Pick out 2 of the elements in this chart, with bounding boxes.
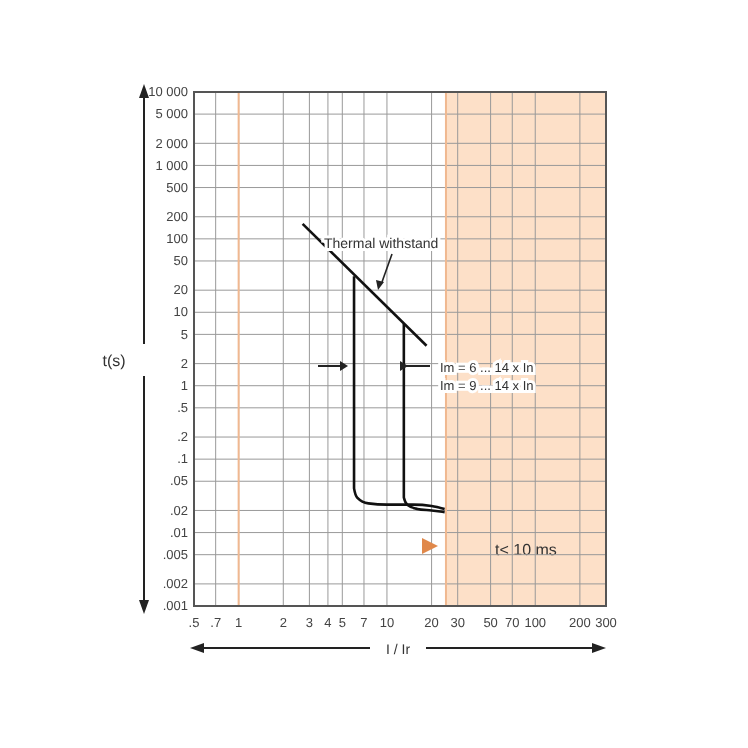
y-axis-title: t(s) [102,352,127,370]
band-label: t< 10 ms [495,540,557,559]
